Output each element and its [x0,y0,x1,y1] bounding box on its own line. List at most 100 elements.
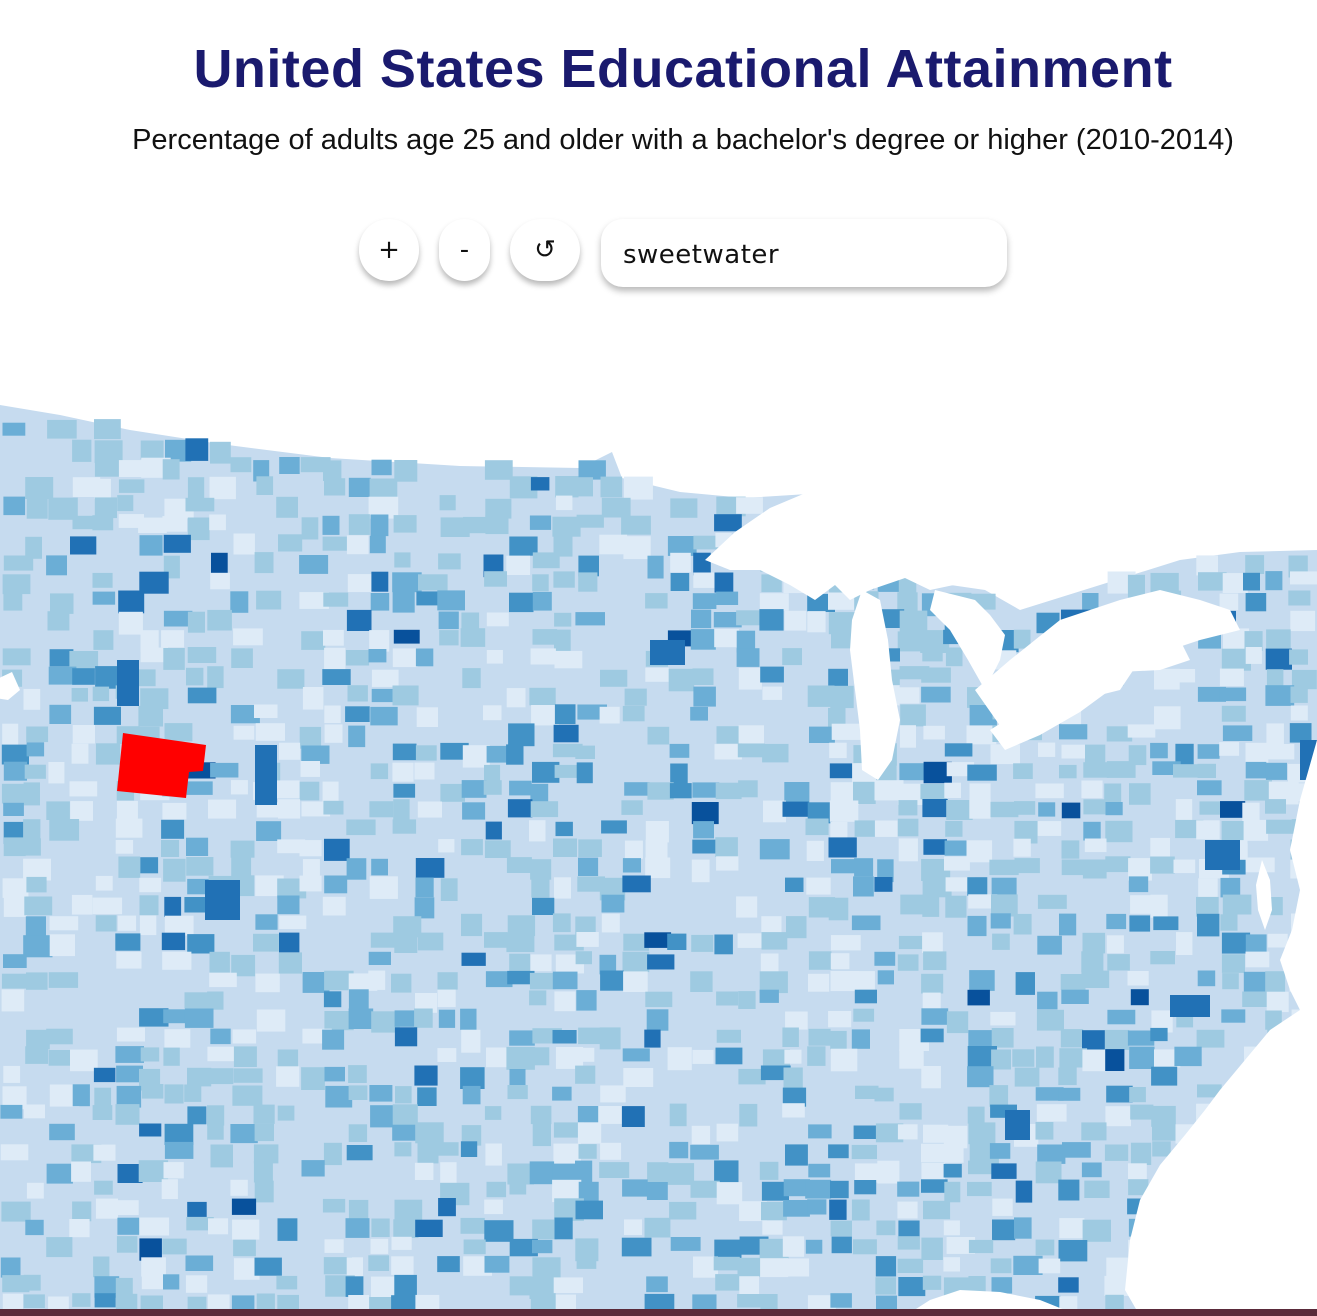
county-cell [853,876,874,897]
county-cell [690,1180,720,1198]
county-cell [368,951,391,965]
county-cell [575,1238,599,1262]
county-cell [716,991,739,1006]
county-cell [486,612,509,627]
county-cell [529,990,547,1006]
county-cell [1059,913,1077,936]
county-cell [392,1104,418,1127]
county-cell [440,783,465,802]
county-cell [47,419,77,439]
county-cell [1197,763,1216,778]
county-cell [875,1256,897,1277]
county-cell [279,932,300,953]
county-cell [670,573,690,591]
county-cell [279,457,300,474]
county-cell [256,476,274,495]
county-cell [1245,593,1267,612]
county-cell [509,1179,527,1195]
county-cell [693,686,716,707]
county-cell [207,1046,237,1062]
county-cell [1219,687,1247,702]
county-cell [1196,555,1218,576]
county-cell [1084,1180,1110,1198]
county-cell [371,688,397,703]
county-cell [1059,1048,1088,1068]
reset-zoom-button[interactable]: ↺ [510,219,580,281]
county-cell [1266,723,1284,747]
county-cell [323,592,349,607]
county-cell [670,498,698,518]
county-cell [277,1105,295,1121]
county-cell [509,1276,532,1296]
county-cell [164,1029,191,1048]
county-cell [95,875,113,891]
county-cell [256,590,282,610]
county-cell [1105,856,1131,873]
county-cell [552,1179,582,1203]
county-cell [851,1144,877,1160]
county-cell [348,1199,369,1219]
county-cell [72,439,92,462]
county-cell [530,801,559,818]
county-cell [1128,745,1147,766]
county-cell [94,497,117,519]
county-cell [645,593,668,609]
county-cell [552,1030,577,1044]
county-cell [554,991,576,1012]
county-cell [95,743,121,765]
county-cell [530,859,552,880]
county-cell [761,1181,789,1201]
county-cell [1038,1258,1061,1274]
county-cell [230,840,255,858]
zoom-in-button[interactable]: + [359,219,419,281]
county-cell [599,534,628,555]
county-cell [650,640,685,665]
county-cell [693,572,721,588]
county-cell [692,668,714,685]
county-cell [578,1027,601,1045]
county-cell [991,894,1018,917]
county-cell [645,991,673,1008]
highlighted-county-sweetwater[interactable] [117,733,206,798]
county-cell [139,877,162,893]
county-cell [532,1219,558,1240]
county-cell [370,1105,400,1128]
county-cell [506,1046,535,1070]
county-cell [989,1143,1011,1159]
county-cell [463,1239,486,1255]
county-cell [1013,629,1031,649]
county-cell [831,723,861,740]
county-search-input[interactable] [621,235,995,275]
county-cell [23,1294,45,1308]
zoom-out-button[interactable]: - [439,219,490,281]
county-cell [253,1104,275,1124]
county-cell [645,821,669,843]
county-cell [530,783,549,803]
county-cell [509,1030,535,1046]
county-cell [322,1198,346,1213]
county-cell [945,647,963,667]
county-cell [1014,858,1040,874]
county-cell [578,857,599,876]
county-choropleth-map[interactable] [0,300,1317,1316]
county-cell [116,1027,145,1042]
county-cell [854,989,877,1004]
county-cell [72,477,101,497]
county-cell [116,1085,142,1108]
county-cell [830,1030,847,1050]
county-cell [531,876,550,898]
county-cell [762,1049,790,1070]
county-cell [736,896,758,918]
county-cell [461,780,487,798]
county-cell [117,495,134,512]
county-cell [532,1239,553,1254]
county-cell [506,932,535,953]
county-cell [1220,914,1238,931]
county-cell [301,517,319,540]
county-cell [990,913,1011,929]
county-cell [369,801,394,818]
county-cell [185,438,209,461]
county-cell [1015,972,1035,995]
county-cell [49,704,72,724]
county-cell [507,1085,528,1100]
